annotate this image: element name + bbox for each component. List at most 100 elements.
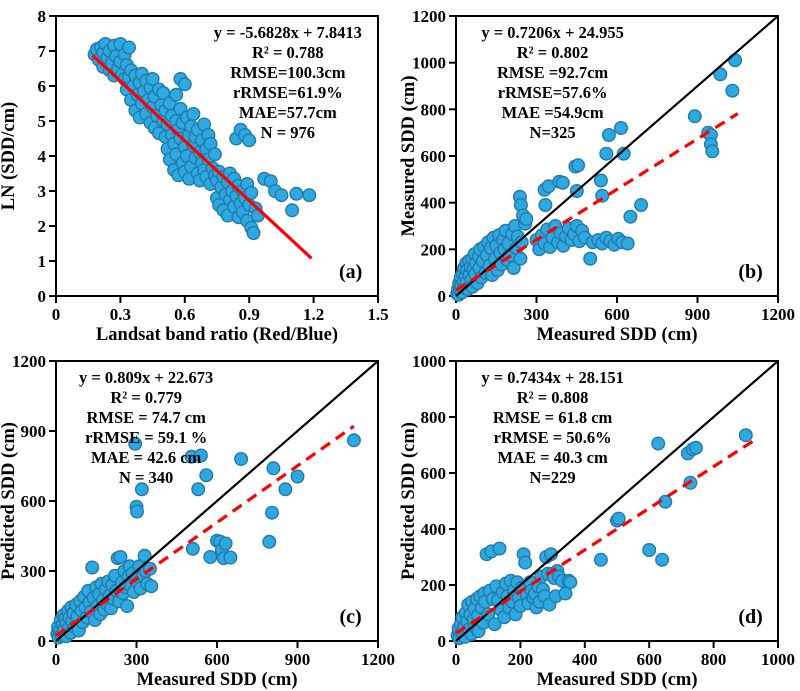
annotation-line: RMSE = 74.7 cm [86,408,206,427]
data-point [169,87,184,102]
annotation-line: MAE =54.9cm [502,103,604,122]
data-point [725,83,740,98]
panel-c: 0 300 600 900 1200 0 300 600 900 1200 Measured SDD… [0,345,400,690]
annotation-line: RMSE=100.3cm [230,63,346,82]
regression-line [55,424,355,638]
y-tick-label: 0 [38,632,47,651]
data-point [128,436,143,451]
data-point [265,505,280,520]
data-point [290,469,305,484]
x-tick-label: 900 [285,650,311,669]
panel-label: (c) [340,606,362,628]
data-point [688,440,703,455]
y-tick-label: 900 [21,422,47,441]
x-tick-label: 0.3 [110,305,131,324]
data-point [246,225,261,240]
x-axis-label: Measured SDD (cm) [537,325,698,345]
data-point [613,120,628,135]
data-point [599,146,614,161]
annotation-line: N=229 [530,468,576,487]
chart-a-svg: 0 0.3 0.6 0.9 1.2 1.5 0 1 2 3 4 5 6 7 8 Landsat band ra… [0,7,389,345]
panel-label: (a) [339,261,362,283]
data-point [289,186,304,201]
panel-a: 0 0.3 0.6 0.9 1.2 1.5 0 1 2 3 4 5 6 7 8 Landsat band ra… [0,0,400,345]
y-tick-label: 3 [38,182,47,201]
chart-b-svg: 0 300 600 900 1200 0 200 400 600 800 1000 1200 Measu… [400,7,795,345]
y-axis-label: Predicted SDD (cm) [400,422,419,580]
data-point [651,436,666,451]
y-tick-label: 8 [38,7,47,26]
x-tick-label: 0 [52,305,61,324]
x-tick-label: 1000 [761,650,795,669]
data-point [713,67,728,82]
annotation-line: rRMSE=57.6% [498,83,608,102]
data-point [262,534,277,549]
annotation-line: R² = 0.802 [517,43,589,62]
data-point [492,541,507,556]
x-tick-label: 0 [452,305,461,324]
data-point [519,211,534,226]
y-tick-label: 400 [421,194,447,213]
y-axis-label: Measured SDD (cm) [400,76,419,237]
data-point [583,251,598,266]
data-point [186,106,201,121]
data-point [199,468,214,483]
data-point [244,185,259,200]
annotation-line: rRMSE=61.9% [233,83,343,102]
y-tick-label: 1000 [412,54,446,73]
panel-d: 0 200 400 600 800 1000 0 200 400 600 800 1000 Measur… [400,345,800,690]
annotation-line: N=325 [530,123,576,142]
x-tick-label: 400 [572,650,598,669]
data-point [266,461,281,476]
data-point [506,261,521,276]
data-point [518,555,533,570]
data-point [655,552,670,567]
data-point [623,209,638,224]
y-tick-label: 200 [421,240,447,259]
data-point [223,550,238,565]
regression-line [455,112,739,292]
data-point [487,617,502,632]
x-tick-label: 0 [452,650,461,669]
x-tick-label: 600 [204,650,230,669]
y-tick-label: 600 [21,492,47,511]
y-axis-label: Predicted SDD (cm) [0,422,19,580]
data-point [185,541,200,556]
data-point [113,549,128,564]
annotation-line: y = 0.809x + 22.673 [79,368,213,387]
regression-line [455,438,757,635]
y-tick-label: 800 [421,100,447,119]
data-point [563,575,578,590]
y-tick-label: 600 [421,147,447,166]
y-tick-label: 0 [438,287,447,306]
data-point [145,71,160,86]
annotation-line: R² = 0.788 [252,43,324,62]
y-tick-label: 300 [21,562,47,581]
x-tick-label: 0 [52,650,61,669]
data-point [634,197,649,212]
y-tick-label: 5 [38,112,47,131]
annotation-line: MAE = 42.6 cm [91,448,201,467]
x-tick-label: 800 [701,650,727,669]
y-tick-label: 0 [38,287,47,306]
chart-c-svg: 0 300 600 900 1200 0 300 600 900 1200 Measured SDD… [0,352,395,690]
identity-line [455,360,779,642]
y-tick-label: 7 [38,42,47,61]
annotation-line: R² = 0.779 [110,388,182,407]
annotation-line: rRMSE = 50.6% [494,428,612,447]
data-point [203,549,218,564]
annotation-line: MAE=57.7cm [239,103,337,122]
x-axis-label: Measured SDD (cm) [537,670,698,690]
data-point [285,203,300,218]
y-tick-label: 200 [421,576,447,595]
data-point [278,482,293,497]
x-tick-label: 300 [524,305,550,324]
panel-label: (d) [738,606,762,628]
y-axis-label: LN (SDD/cm) [0,102,19,210]
annotation-line: RMSE = 61.8 cm [493,408,613,427]
y-tick-label: 600 [421,464,447,483]
y-tick-label: 1200 [12,352,46,371]
data-point [129,504,144,519]
data-point [85,560,100,575]
